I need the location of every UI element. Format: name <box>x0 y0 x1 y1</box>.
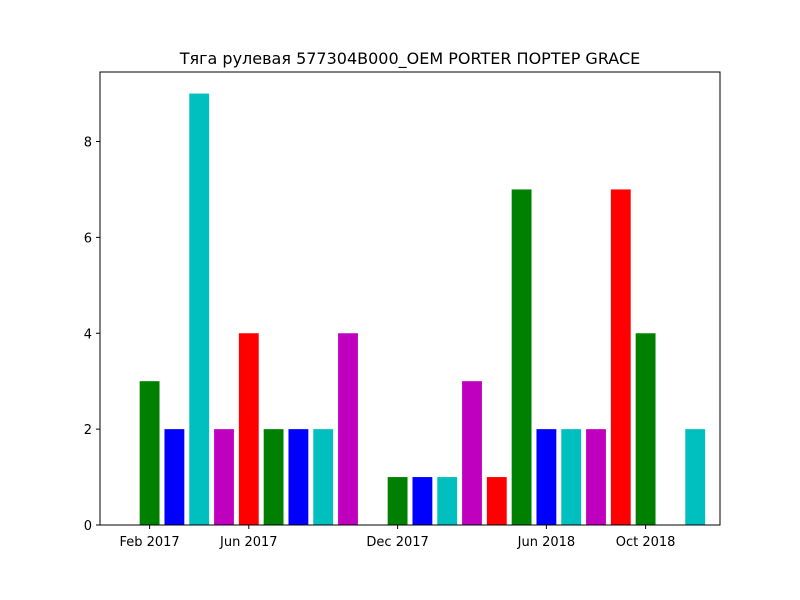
y-tick-label: 2 <box>84 423 92 438</box>
bar-2017-04 <box>189 93 210 525</box>
x-tick-label: Oct 2018 <box>616 535 676 550</box>
x-axis: Feb 2017 Jun 2017 Dec 2017 Jun 2018 Oct 2018 <box>119 525 675 550</box>
bar-2018-05 <box>511 189 532 525</box>
plot-frame <box>99 71 721 526</box>
y-axis: 0 2 4 6 8 <box>84 136 100 534</box>
bar-2017-05 <box>214 429 234 525</box>
bar-2018-04 <box>486 477 507 525</box>
bar-2017-07 <box>263 429 284 525</box>
bar-2017-06 <box>238 333 259 525</box>
x-tick-label: Feb 2017 <box>119 535 179 550</box>
bar-2018-08 <box>586 429 606 525</box>
bar-2017-10 <box>338 333 358 525</box>
x-tick-label: Jun 2018 <box>517 535 576 550</box>
y-tick-label: 0 <box>84 519 92 534</box>
x-tick-label: Jun 2017 <box>219 535 278 550</box>
bar-2018-06 <box>536 429 557 525</box>
bar-2017-02 <box>139 381 160 525</box>
bar-2018-12 <box>685 429 706 525</box>
bar-2018-01 <box>412 477 433 525</box>
y-tick-label: 8 <box>84 136 92 151</box>
bar-2018-10 <box>635 333 656 525</box>
bar-2017-03 <box>164 429 185 525</box>
bars-layer <box>139 93 706 525</box>
bar-2017-09 <box>313 429 334 525</box>
bar-2018-02 <box>437 477 458 525</box>
x-tick-label: Dec 2017 <box>366 535 428 550</box>
bar-2018-09 <box>610 189 631 525</box>
chart-title: Тяга рулевая 577304B000_OEM PORTER ПОРТЕ… <box>179 49 641 69</box>
y-tick-label: 4 <box>84 327 92 342</box>
bar-2018-07 <box>561 429 582 525</box>
bar-2017-08 <box>288 429 309 525</box>
bar-2018-03 <box>462 381 482 525</box>
y-tick-label: 6 <box>84 231 92 246</box>
bar-2017-12 <box>387 477 408 525</box>
